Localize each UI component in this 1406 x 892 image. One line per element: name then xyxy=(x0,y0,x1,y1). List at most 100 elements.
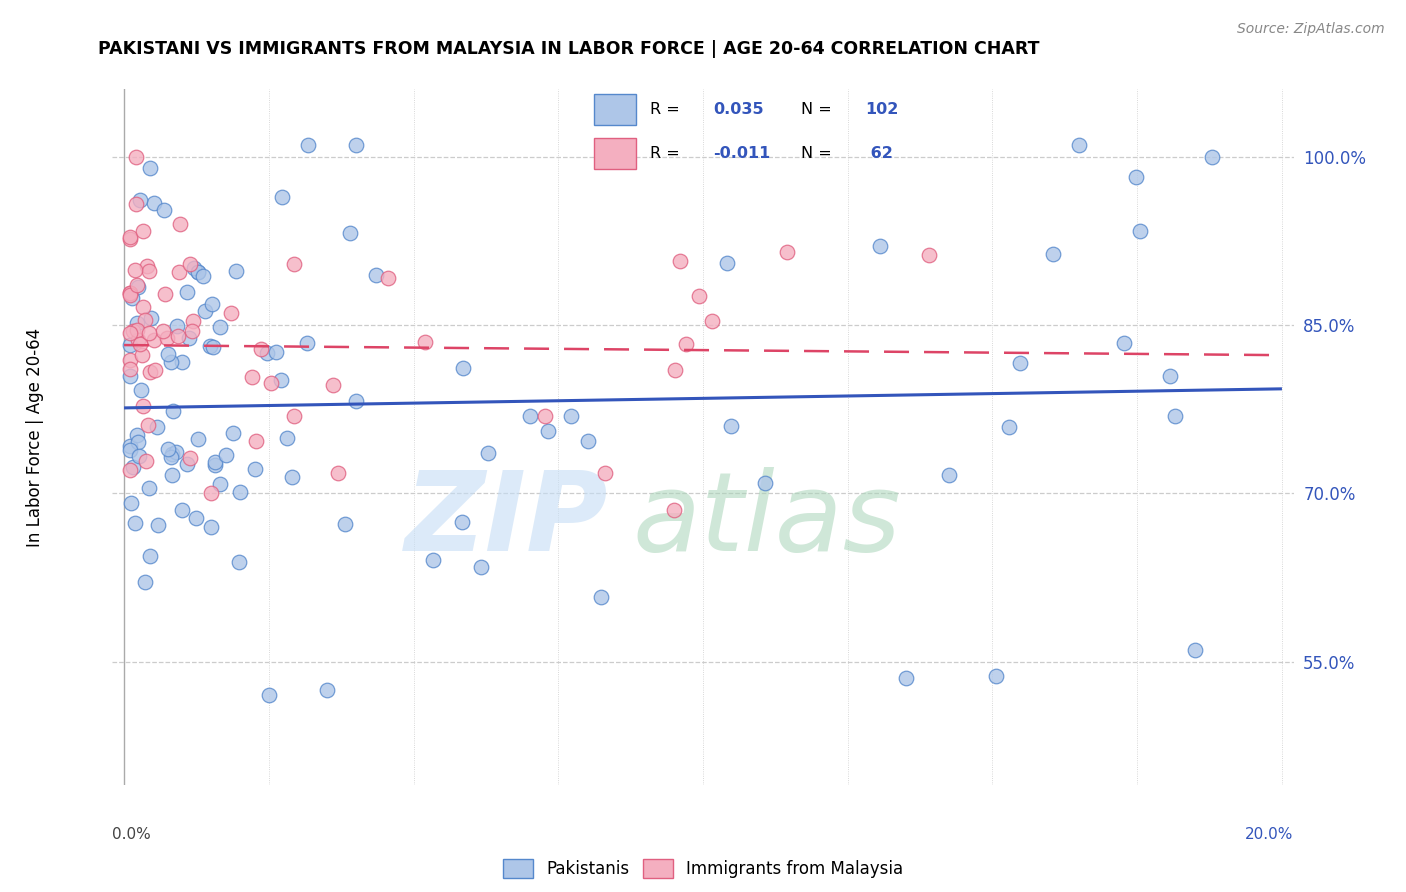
Point xyxy=(422,552,444,566)
Point xyxy=(125,428,148,442)
Point xyxy=(208,319,231,334)
Point xyxy=(181,324,204,338)
Point xyxy=(222,426,245,441)
Point xyxy=(118,232,141,246)
Point xyxy=(187,265,209,279)
Point xyxy=(451,361,474,376)
Bar xyxy=(593,138,636,169)
Point xyxy=(200,520,222,534)
Point xyxy=(138,326,160,341)
Point xyxy=(1201,149,1223,163)
Point xyxy=(1129,224,1152,238)
Point xyxy=(534,409,557,423)
Point xyxy=(160,468,183,483)
Point xyxy=(191,268,214,283)
Point xyxy=(176,458,198,472)
Point xyxy=(120,496,142,510)
Point xyxy=(169,217,191,231)
Point xyxy=(166,318,188,333)
Point xyxy=(156,442,179,457)
Point xyxy=(662,503,685,517)
Point xyxy=(129,384,152,398)
Point xyxy=(136,259,159,273)
Point xyxy=(139,365,162,379)
Point xyxy=(141,310,163,325)
Point xyxy=(249,343,271,357)
Text: 0.0%: 0.0% xyxy=(112,827,152,841)
Point xyxy=(134,312,156,326)
Point xyxy=(240,370,263,384)
Point xyxy=(118,463,141,477)
Point xyxy=(162,447,184,461)
Point xyxy=(172,503,194,517)
Text: 102: 102 xyxy=(865,102,898,117)
Point xyxy=(364,268,387,282)
Text: N =: N = xyxy=(801,102,838,117)
Point xyxy=(270,373,292,387)
Point xyxy=(122,325,145,339)
Text: In Labor Force | Age 20-64: In Labor Force | Age 20-64 xyxy=(27,327,44,547)
Point xyxy=(124,263,146,277)
Point xyxy=(155,331,177,345)
Point xyxy=(181,314,204,328)
Point xyxy=(256,346,278,360)
Point xyxy=(716,256,738,270)
Point xyxy=(127,333,149,347)
Point xyxy=(118,362,141,376)
Point xyxy=(139,161,162,176)
Point xyxy=(118,326,141,341)
Point xyxy=(209,476,232,491)
Point xyxy=(276,431,298,445)
Point xyxy=(1067,138,1090,153)
Point xyxy=(225,264,247,278)
Point xyxy=(720,419,742,434)
Point xyxy=(1164,409,1187,424)
Point xyxy=(132,300,155,314)
Point xyxy=(179,451,201,466)
Point xyxy=(160,450,183,464)
Text: 62: 62 xyxy=(865,146,893,161)
Point xyxy=(266,345,288,359)
Text: -0.011: -0.011 xyxy=(714,146,770,161)
Point xyxy=(560,409,582,424)
Text: ZIP: ZIP xyxy=(405,467,609,574)
Point xyxy=(187,265,209,279)
Point xyxy=(131,348,153,362)
Point xyxy=(754,475,776,490)
Point xyxy=(200,486,222,500)
Point xyxy=(245,462,267,476)
Point xyxy=(136,417,159,432)
Point xyxy=(143,334,166,348)
Point xyxy=(664,363,686,377)
Point xyxy=(938,467,960,482)
Point xyxy=(146,420,169,434)
Point xyxy=(118,368,141,383)
Point xyxy=(519,409,541,423)
Point xyxy=(120,285,142,300)
Point xyxy=(228,484,250,499)
Point xyxy=(470,559,492,574)
Point xyxy=(184,511,207,525)
Point xyxy=(1042,247,1064,261)
Point xyxy=(219,306,242,320)
Point xyxy=(215,448,238,462)
Point xyxy=(125,323,148,337)
Point xyxy=(591,591,613,605)
Bar xyxy=(593,95,636,125)
Point xyxy=(322,377,344,392)
Point xyxy=(132,224,155,238)
Point xyxy=(187,433,209,447)
Point xyxy=(118,438,141,452)
Point xyxy=(335,516,357,531)
Point xyxy=(124,516,146,530)
Text: R =: R = xyxy=(650,146,685,161)
Point xyxy=(179,331,201,345)
Point xyxy=(283,257,305,271)
Point xyxy=(121,291,143,305)
Point xyxy=(125,277,148,292)
Point xyxy=(127,435,149,450)
Point xyxy=(167,329,190,343)
Point xyxy=(127,280,149,294)
Point xyxy=(281,470,304,484)
Point xyxy=(1159,368,1181,383)
